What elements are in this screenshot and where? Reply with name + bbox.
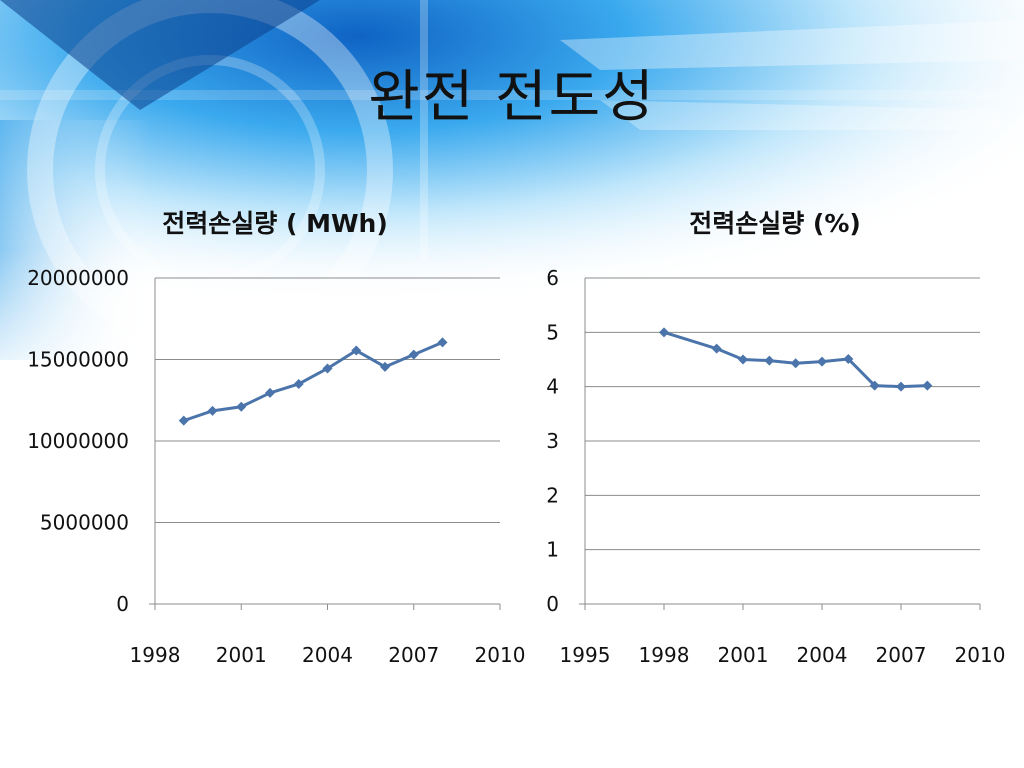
data-point: [322, 363, 333, 374]
y-tick-label: 10000000: [27, 429, 129, 453]
data-point: [178, 415, 189, 426]
chart-2-percent: 0 1 2 3 4 5 6 1995 1998 2001 2004 2007 2010: [546, 266, 1005, 667]
series-line: [183, 341, 444, 423]
chart-1-title: 전력손실량 ( MWh): [162, 209, 388, 238]
y-tick-label: 20000000: [27, 266, 129, 290]
x-tick-label: 1995: [560, 643, 611, 667]
x-tick-label: 2010: [955, 643, 1006, 667]
y-tick-label: 3: [546, 429, 559, 453]
y-tick-label: 1: [546, 538, 559, 562]
data-point: [896, 381, 906, 392]
data-point: [207, 405, 218, 416]
data-point: [351, 345, 362, 356]
y-tick-label: 6: [546, 266, 559, 290]
data-point: [790, 358, 801, 369]
x-tick-label: 2004: [302, 643, 353, 667]
y-tick-label: 2: [546, 483, 559, 507]
x-tick-label: 1998: [639, 643, 690, 667]
data-point: [764, 355, 775, 366]
x-tick-label: 1998: [130, 643, 181, 667]
data-point: [293, 378, 304, 389]
y-tick-label: 0: [546, 592, 559, 616]
data-point: [380, 361, 390, 372]
data-point: [408, 349, 419, 360]
data-point: [843, 353, 854, 364]
x-tick-label: 2001: [216, 643, 267, 667]
slide-title: 완전 전도성: [368, 65, 656, 130]
y-tick-label: 5000000: [40, 511, 129, 535]
y-tick-label: 5: [546, 320, 559, 344]
data-point: [922, 380, 933, 391]
x-tick-label: 2007: [876, 643, 927, 667]
x-tick-label: 2004: [797, 643, 848, 667]
y-tick-label: 0: [116, 592, 129, 616]
x-tick-label: 2010: [475, 643, 526, 667]
data-point: [236, 401, 247, 412]
data-point: [738, 354, 748, 365]
x-tick-label: 2007: [388, 643, 439, 667]
data-point: [265, 387, 275, 398]
chart-2-title: 전력손실량 (%): [689, 209, 861, 238]
data-point: [817, 356, 827, 367]
chart-1-mwh: 0 5000000 10000000 15000000 20000000 1998 2001…: [27, 266, 525, 667]
x-tick-label: 2001: [718, 643, 769, 667]
data-point: [437, 337, 448, 348]
data-point: [711, 343, 722, 354]
data-point: [659, 327, 669, 338]
y-tick-label: 4: [546, 375, 559, 399]
y-tick-label: 15000000: [27, 348, 129, 372]
series-line: [663, 330, 928, 389]
data-point: [869, 380, 880, 391]
